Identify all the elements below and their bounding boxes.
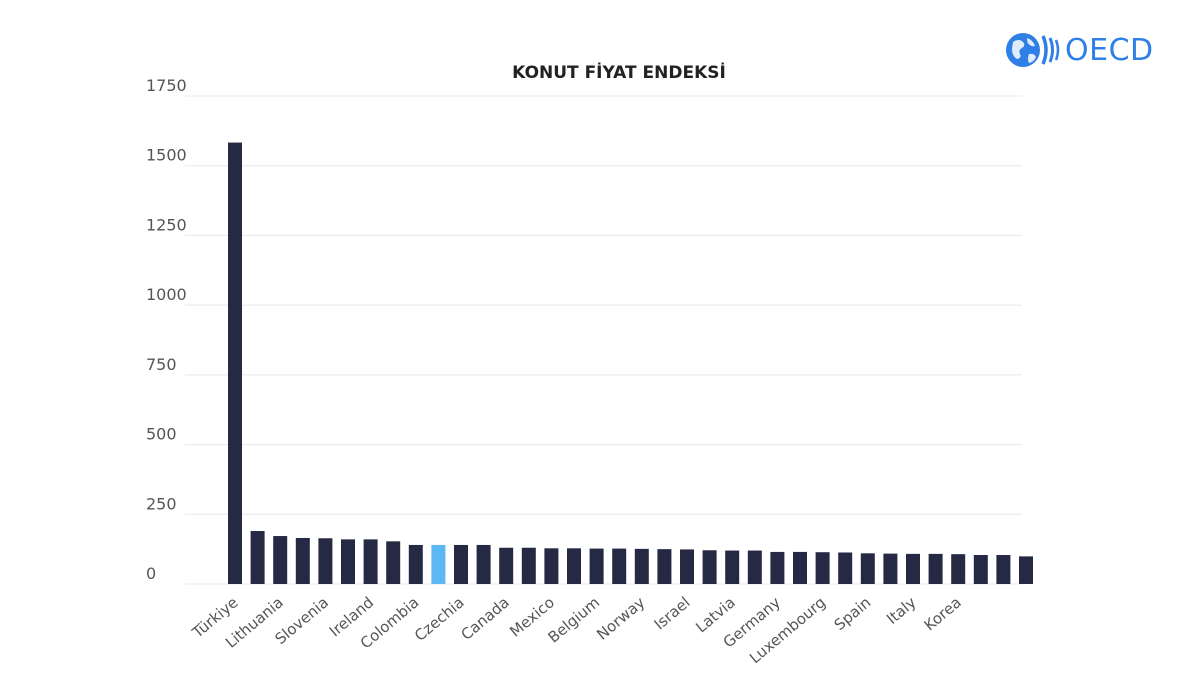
x-tick-label: Czechia: [411, 593, 468, 645]
bar[interactable]: [589, 548, 604, 584]
bar[interactable]: [228, 142, 242, 584]
bar[interactable]: [747, 550, 762, 584]
bar[interactable]: [521, 547, 536, 584]
bar[interactable]: [838, 552, 853, 584]
bar[interactable]: [702, 550, 717, 584]
bar[interactable]: [657, 549, 672, 584]
bar[interactable]: [906, 553, 920, 584]
y-tick-label: 1500: [146, 146, 187, 165]
y-tick-label: 500: [146, 425, 177, 444]
x-tick-label: Norway: [593, 593, 648, 643]
bar[interactable]: [318, 538, 333, 584]
x-tick-label: Korea: [921, 593, 965, 634]
bar[interactable]: [273, 536, 288, 584]
grid-lines: [185, 95, 1022, 585]
oecd-logo-text: OECD: [1065, 32, 1154, 68]
x-tick-label: Israel: [651, 593, 694, 633]
bar[interactable]: [793, 551, 807, 584]
bar[interactable]: [680, 549, 694, 584]
bar[interactable]: [431, 544, 446, 584]
oecd-logo: OECD: [1005, 30, 1154, 70]
y-tick-label: 1000: [146, 285, 187, 304]
bar[interactable]: [1019, 556, 1033, 584]
bar[interactable]: [250, 531, 265, 584]
bar[interactable]: [770, 551, 785, 584]
y-tick-label: 1750: [146, 76, 187, 95]
y-tick-label: 0: [146, 564, 156, 583]
bar[interactable]: [860, 553, 875, 584]
chart-title: KONUT FİYAT ENDEKSİ: [512, 61, 726, 83]
bar[interactable]: [544, 548, 559, 584]
bar[interactable]: [567, 548, 581, 584]
bar[interactable]: [634, 548, 649, 584]
x-tick-label: Italy: [883, 593, 920, 628]
bar[interactable]: [499, 547, 514, 584]
bar[interactable]: [476, 544, 491, 584]
y-tick-label: 250: [146, 494, 177, 513]
x-tick-label: Belgium: [544, 593, 603, 646]
bar[interactable]: [951, 554, 966, 584]
x-tick-label: Canada: [457, 593, 512, 643]
x-tick-label: Spain: [831, 593, 875, 634]
y-axis-ticks: 0 250 500 750 1000 1250 1500 1750: [146, 76, 187, 583]
bar[interactable]: [363, 539, 378, 584]
bar[interactable]: [386, 541, 401, 584]
bar[interactable]: [973, 554, 988, 584]
y-tick-label: 1250: [146, 215, 187, 234]
bar[interactable]: [408, 544, 423, 584]
bar[interactable]: [725, 550, 740, 584]
globe-icon: [1006, 33, 1060, 67]
bar[interactable]: [341, 539, 355, 584]
x-axis-labels: TürkiyeLithuaniaSloveniaIrelandColombiaC…: [188, 593, 965, 667]
bar[interactable]: [815, 552, 830, 584]
y-tick-label: 750: [146, 355, 177, 374]
bar[interactable]: [454, 544, 468, 584]
bar[interactable]: [928, 553, 943, 584]
bar[interactable]: [295, 537, 310, 584]
bar[interactable]: [612, 548, 627, 584]
bars: [228, 142, 1033, 584]
bar[interactable]: [883, 553, 898, 584]
bar[interactable]: [996, 554, 1011, 584]
